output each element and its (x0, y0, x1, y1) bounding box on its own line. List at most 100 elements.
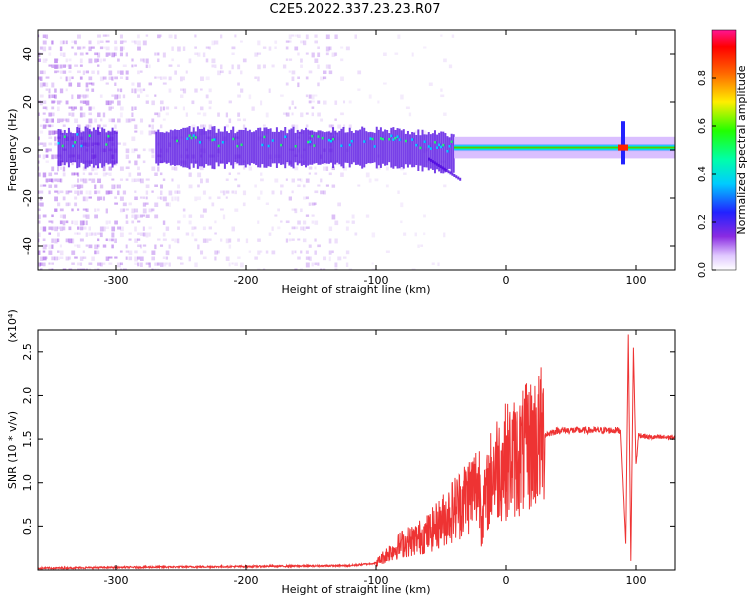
band-hotspot (211, 138, 214, 142)
noise-pixel (59, 256, 64, 260)
band-column (400, 130, 403, 168)
noise-pixel (51, 40, 54, 45)
noise-pixel (88, 58, 93, 64)
noise-pixel (102, 262, 106, 265)
band-column (84, 126, 87, 169)
noise-pixel (191, 232, 194, 237)
band-hotspot (371, 137, 375, 141)
noise-pixel (311, 106, 315, 109)
band-hotspot (186, 137, 189, 140)
band-column (338, 130, 341, 165)
noise-pixel (185, 232, 190, 236)
noise-pixel (105, 172, 109, 175)
noise-pixel (351, 214, 355, 219)
noise-pixel (288, 58, 293, 61)
noise-pixel (305, 76, 309, 80)
noise-pixel (54, 196, 58, 202)
noise-pixel (202, 238, 207, 243)
noise-pixel (111, 238, 114, 242)
noise-pixel (400, 220, 403, 224)
noise-pixel (242, 58, 247, 63)
noise-pixel (99, 226, 104, 232)
noise-pixel (159, 124, 163, 129)
noise-pixel (297, 76, 301, 80)
noise-pixel (134, 40, 137, 45)
noise-pixel (148, 208, 153, 213)
noise-pixel (134, 64, 137, 67)
noise-pixel (88, 46, 92, 52)
noise-pixel (88, 106, 92, 111)
noise-pixel (257, 64, 261, 70)
noise-pixel (57, 256, 60, 260)
noise-pixel (228, 100, 232, 104)
noise-pixel (79, 184, 84, 189)
band-column (302, 130, 305, 166)
noise-pixel (59, 76, 63, 80)
noise-pixel (159, 172, 163, 176)
noise-pixel (71, 76, 74, 80)
band-column (340, 128, 343, 167)
noise-pixel (39, 190, 44, 194)
noise-pixel (177, 190, 181, 194)
noise-pixel (82, 226, 87, 230)
noise-pixel (125, 250, 129, 253)
noise-pixel (145, 58, 149, 64)
noise-pixel (328, 226, 333, 231)
noise-pixel (440, 34, 443, 37)
band-column (80, 132, 83, 163)
noise-pixel (122, 268, 127, 270)
page-title: C2E5.2022.337.23.23.R07 (269, 2, 441, 17)
noise-pixel (331, 52, 336, 57)
noise-pixel (54, 58, 58, 64)
noise-pixel (79, 52, 84, 56)
noise-pixel (91, 106, 96, 110)
noise-pixel (59, 250, 64, 256)
noise-pixel (51, 166, 55, 172)
noise-pixel (162, 52, 166, 58)
band-column (74, 133, 77, 163)
band-column (94, 129, 97, 166)
noise-pixel (202, 226, 206, 231)
noise-pixel (194, 196, 198, 202)
noise-pixel (85, 88, 90, 92)
noise-pixel (231, 52, 235, 55)
noise-pixel (128, 250, 133, 256)
noise-pixel (42, 100, 47, 104)
noise-pixel (85, 196, 89, 202)
noise-pixel (331, 166, 336, 171)
noise-pixel (39, 268, 43, 270)
noise-pixel (297, 184, 301, 188)
noise-pixel (242, 166, 246, 170)
noise-pixel (234, 34, 237, 38)
noise-pixel (271, 226, 274, 231)
noise-pixel (325, 46, 330, 52)
noise-pixel (117, 262, 121, 268)
band-tail (447, 170, 450, 174)
noise-pixel (260, 250, 263, 253)
band-column (323, 132, 326, 164)
noise-pixel (38, 214, 41, 220)
band-hotspot (311, 134, 314, 138)
noise-pixel (97, 244, 100, 248)
noise-pixel (285, 112, 290, 117)
band-column (165, 131, 168, 164)
band-hotspot (392, 138, 395, 141)
noise-pixel (182, 76, 185, 81)
noise-pixel (197, 196, 202, 201)
noise-pixel (214, 250, 219, 255)
noise-pixel (54, 208, 58, 212)
noise-pixel (142, 202, 147, 207)
band-column (409, 134, 412, 165)
noise-pixel (220, 34, 223, 39)
noise-pixel (105, 220, 109, 225)
noise-pixel (79, 190, 83, 195)
noise-pixel (305, 256, 310, 260)
noise-pixel (117, 190, 120, 196)
noise-pixel (128, 238, 132, 241)
band-column (69, 132, 72, 163)
noise-pixel (108, 70, 113, 76)
band-column (111, 127, 114, 168)
noise-pixel (62, 220, 66, 226)
band-column (417, 129, 420, 171)
noise-pixel (45, 34, 49, 39)
